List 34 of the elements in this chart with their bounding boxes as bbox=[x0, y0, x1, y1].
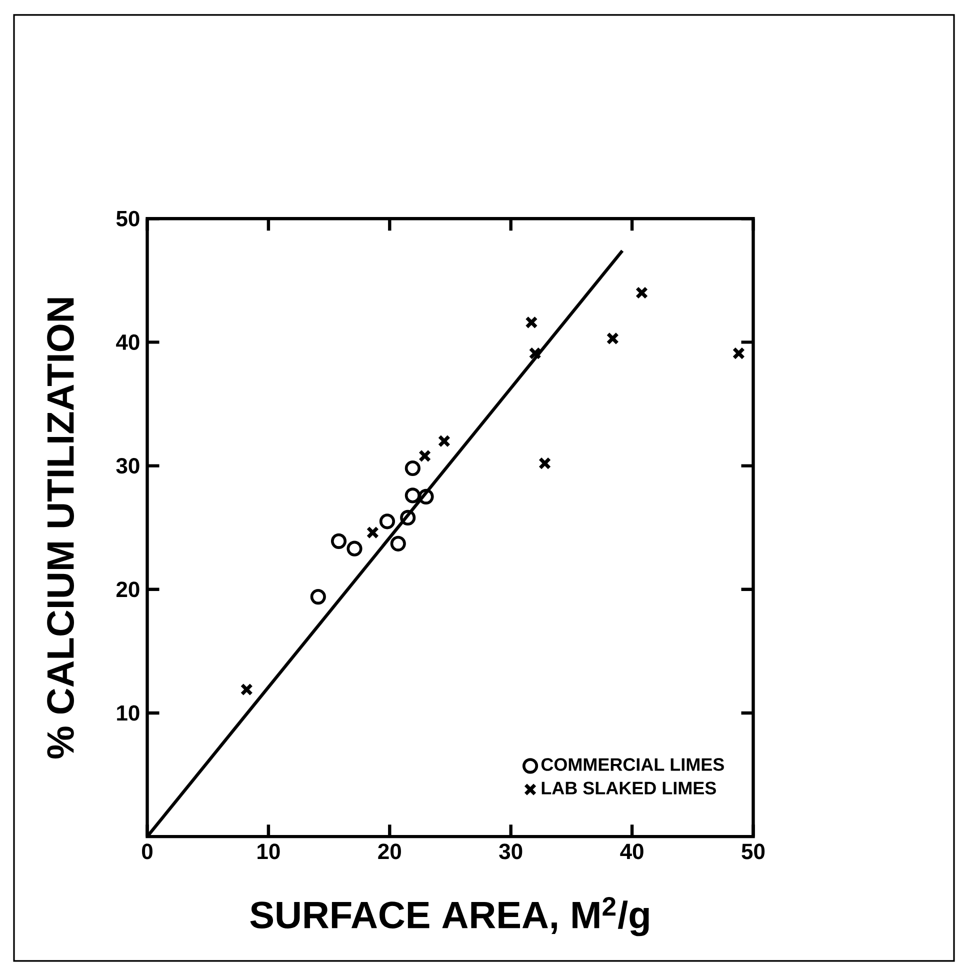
y-tick-label: 50 bbox=[116, 210, 140, 226]
point bbox=[606, 332, 619, 345]
point bbox=[418, 450, 432, 462]
point bbox=[404, 460, 420, 476]
y-tick-label: 20 bbox=[116, 582, 140, 598]
x-tick-label: 10 bbox=[258, 844, 280, 860]
point bbox=[330, 533, 347, 549]
y-axis-title: % CALCIUM UTILIZATION bbox=[47, 298, 74, 758]
point bbox=[538, 456, 552, 470]
point bbox=[346, 540, 362, 556]
point bbox=[525, 316, 538, 329]
y-tick-label: 30 bbox=[116, 458, 140, 474]
point bbox=[404, 488, 420, 504]
point bbox=[635, 286, 648, 300]
point bbox=[528, 346, 542, 360]
legend-label: COMMERCIAL LIMES bbox=[541, 758, 724, 771]
point bbox=[310, 589, 326, 605]
x-tick-label: 20 bbox=[378, 844, 401, 860]
x-tick-label: 50 bbox=[742, 844, 765, 860]
y-tick-label: 40 bbox=[116, 334, 140, 350]
y-tick-label: 10 bbox=[117, 705, 140, 721]
point bbox=[732, 346, 746, 360]
x-tick-label: 0 bbox=[142, 844, 152, 860]
x-tick-label: 40 bbox=[620, 844, 644, 860]
x-axis-title: SURFACE AREA, M$^{2}$/g bbox=[250, 896, 649, 936]
point bbox=[400, 510, 416, 526]
point bbox=[240, 683, 253, 696]
point bbox=[390, 536, 406, 552]
point bbox=[366, 526, 380, 539]
point bbox=[438, 434, 451, 448]
point bbox=[379, 514, 396, 530]
point bbox=[418, 488, 434, 504]
x-tick-label: 30 bbox=[499, 844, 522, 860]
legend-label: LAB SLAKED LIMES bbox=[542, 782, 716, 794]
